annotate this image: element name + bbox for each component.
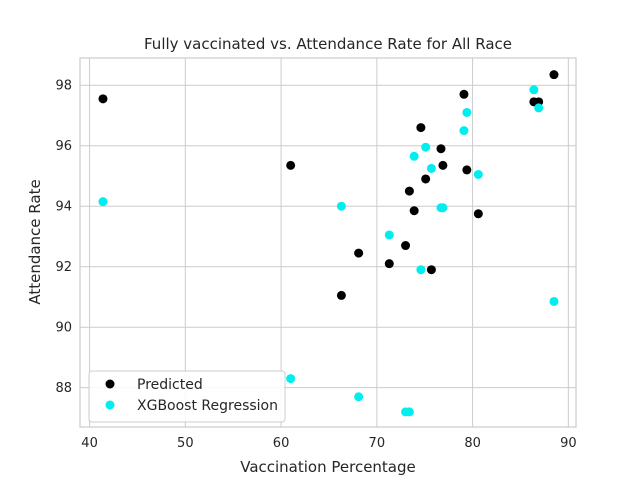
xgboost-point <box>404 407 414 417</box>
predicted-point <box>459 89 469 99</box>
predicted-point <box>401 241 411 251</box>
legend-marker-predicted <box>105 379 115 389</box>
xgboost-point <box>459 126 469 136</box>
legend-marker-xgboost <box>105 400 115 410</box>
x-tick-label: 80 <box>464 436 481 451</box>
y-axis-label: Attendance Rate <box>26 179 44 304</box>
x-tick-label: 90 <box>560 436 577 451</box>
y-tick-label: 98 <box>55 79 72 94</box>
legend-label-predicted: Predicted <box>137 377 203 393</box>
predicted-point <box>426 265 436 275</box>
predicted-point <box>549 70 559 80</box>
predicted-point <box>286 160 296 170</box>
predicted-point <box>336 290 346 300</box>
xgboost-point <box>421 142 431 152</box>
xgboost-point <box>529 85 539 95</box>
y-tick-label: 94 <box>55 200 72 215</box>
x-tick-label: 70 <box>369 436 386 451</box>
xgboost-point <box>98 197 108 207</box>
predicted-point <box>354 248 364 258</box>
xgboost-point <box>354 392 364 402</box>
predicted-point <box>436 144 446 154</box>
predicted-point <box>416 123 426 133</box>
y-tick-label: 88 <box>55 381 72 396</box>
chart-title: Fully vaccinated vs. Attendance Rate for… <box>144 35 512 53</box>
y-tick-label: 96 <box>55 139 72 154</box>
predicted-point <box>409 206 419 216</box>
xgboost-point <box>549 296 559 306</box>
legend-label-xgboost: XGBoost Regression <box>137 398 278 414</box>
x-axis-label: Vaccination Percentage <box>240 458 416 476</box>
xgboost-point <box>409 151 419 161</box>
x-tick-label: 40 <box>81 436 98 451</box>
xgboost-point <box>462 107 472 117</box>
predicted-point <box>473 209 483 219</box>
xgboost-point <box>286 374 296 384</box>
xgboost-point <box>438 203 448 213</box>
y-tick-label: 92 <box>55 260 72 275</box>
x-tick-label: 50 <box>177 436 194 451</box>
xgboost-point <box>384 230 394 240</box>
xgboost-point <box>534 103 544 113</box>
xgboost-point <box>336 201 346 211</box>
predicted-point <box>384 259 394 269</box>
predicted-point <box>98 94 108 104</box>
legend-box <box>88 370 286 423</box>
xgboost-point <box>473 169 483 179</box>
data-points <box>98 70 559 417</box>
y-tick-label: 90 <box>55 321 72 336</box>
predicted-point <box>404 186 414 196</box>
tick-labels: 40 50 60 70 80 90 88 90 92 94 96 98 <box>55 79 576 451</box>
predicted-point <box>438 160 448 170</box>
predicted-point <box>462 165 472 175</box>
x-tick-label: 60 <box>273 436 290 451</box>
plot-frame <box>79 57 577 428</box>
predicted-point <box>421 174 431 184</box>
xgboost-point <box>416 265 426 275</box>
xgboost-point <box>426 163 436 173</box>
legend: Predicted XGBoost Regression <box>88 370 286 423</box>
